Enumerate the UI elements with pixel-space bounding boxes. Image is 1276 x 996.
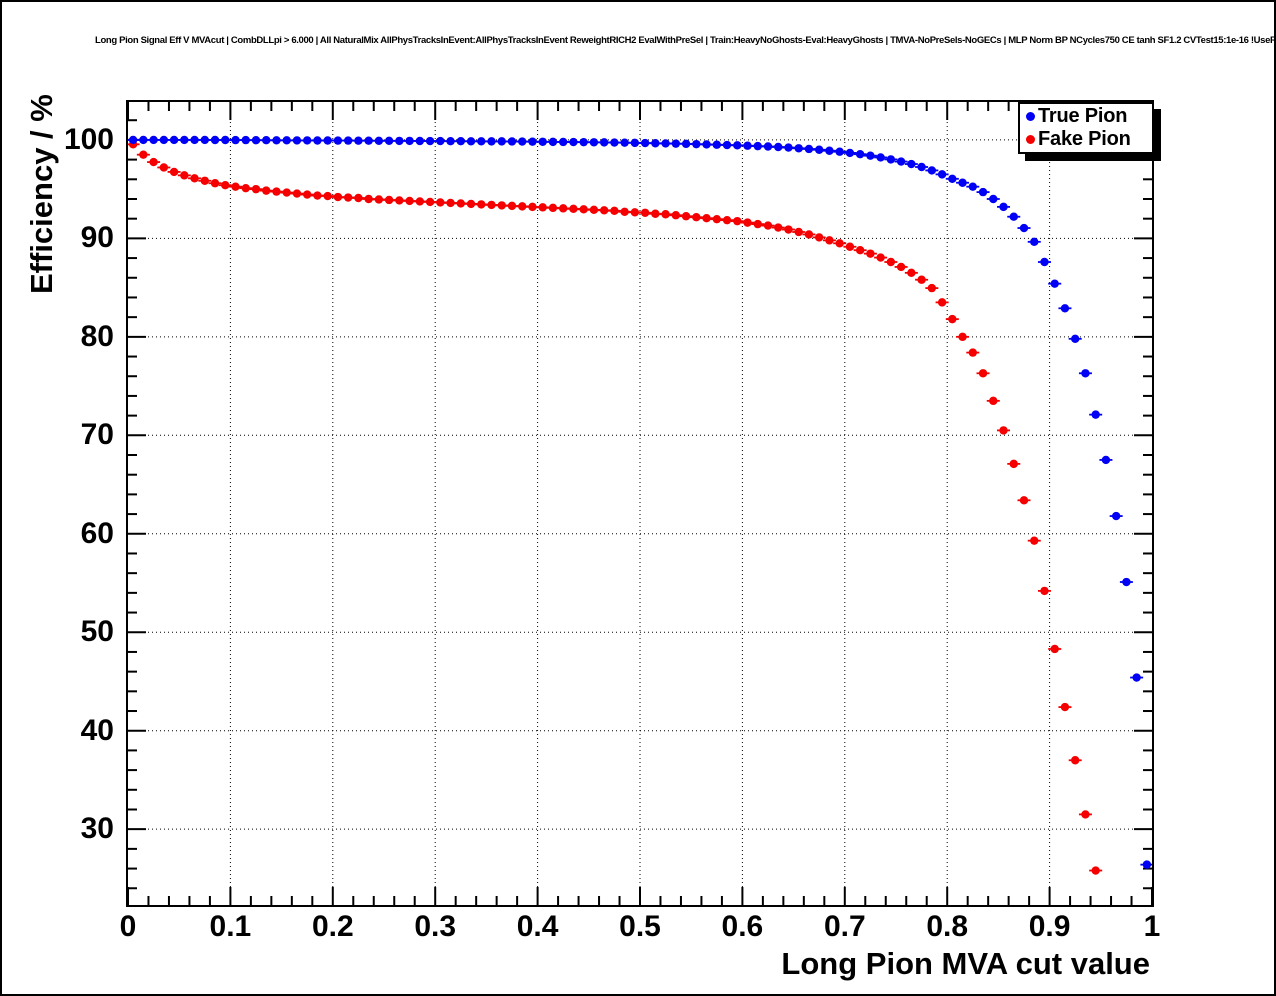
plot-frame [126, 100, 1154, 907]
x-tick-label: 0.9 [1028, 910, 1071, 943]
y-tick-label: 100 [63, 122, 114, 156]
x-tick-label: 0.6 [721, 910, 764, 943]
x-tick-label: 1 [1143, 910, 1161, 943]
legend-entry-true-pion: True Pion [1020, 105, 1152, 128]
legend-label-fake-pion: Fake Pion [1038, 128, 1131, 150]
legend: True Pion Fake Pion [1018, 102, 1154, 154]
plot-title: Long Pion Signal Eff V MVAcut | CombDLLp… [95, 35, 1276, 46]
x-tick-label: 0.2 [311, 910, 354, 943]
series-true-pion [128, 135, 1152, 869]
plot-canvas [128, 102, 1152, 905]
true-pion-marker-icon [1026, 112, 1035, 121]
legend-entry-fake-pion: Fake Pion [1020, 128, 1152, 151]
series-fake-pion [128, 140, 1103, 875]
x-tick-label: 0 [119, 910, 137, 943]
x-tick-label: 0.7 [823, 910, 866, 943]
y-tick-label: 70 [80, 418, 114, 452]
fake-pion-marker-icon [1026, 135, 1035, 144]
y-tick-label: 30 [80, 812, 114, 846]
x-tick-label: 0.3 [414, 910, 457, 943]
y-tick-label: 80 [80, 319, 114, 353]
x-tick-label: 0.8 [926, 910, 969, 943]
y-tick-label: 40 [80, 713, 114, 747]
x-tick-label: 0.5 [619, 910, 661, 943]
x-tick-label: 0.1 [209, 910, 252, 943]
gridlines [128, 102, 1152, 905]
legend-label-true-pion: True Pion [1038, 105, 1128, 127]
x-tick-label: 0.4 [516, 910, 559, 943]
x-axis-title: Long Pion MVA cut value [781, 946, 1150, 981]
y-tick-label: 90 [80, 221, 114, 255]
y-tick-label: 60 [80, 516, 114, 550]
y-tick-label: 50 [80, 615, 114, 649]
